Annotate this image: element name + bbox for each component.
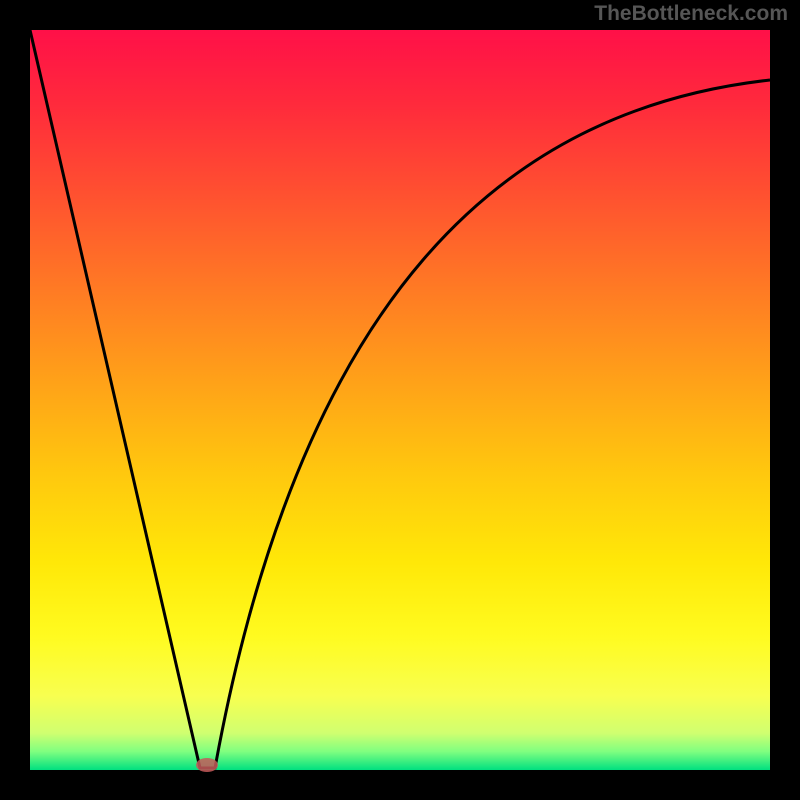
- curve-overlay: [0, 0, 800, 800]
- vertex-marker: [196, 758, 218, 772]
- bottleneck-curve: [30, 30, 770, 768]
- watermark-text: TheBottleneck.com: [594, 2, 788, 26]
- chart-container: TheBottleneck.com: [0, 0, 800, 800]
